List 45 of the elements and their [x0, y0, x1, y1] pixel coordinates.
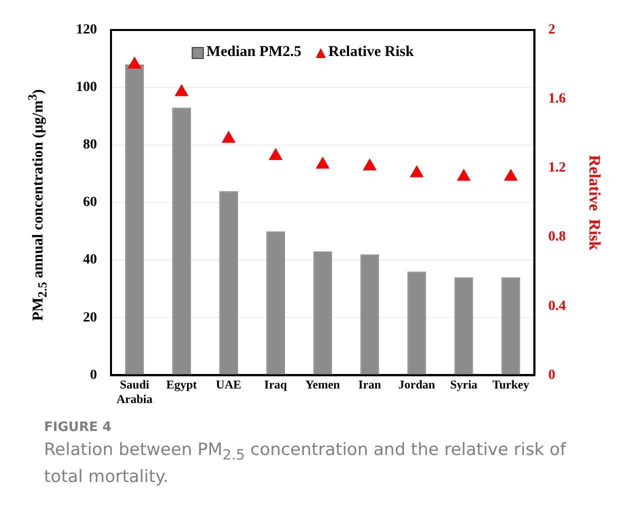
x-tick-label: Jordan	[398, 377, 436, 392]
y-tick-label: 120	[76, 22, 97, 38]
y-tick-label: 80	[83, 138, 97, 153]
x-tick-label: Egypt	[166, 377, 197, 392]
legend-label: Relative Risk	[328, 44, 414, 61]
bar	[407, 272, 426, 375]
bar	[501, 277, 520, 375]
y2-tick-label: 0	[548, 368, 556, 383]
y2-axis-title: Relative Risk	[585, 155, 602, 250]
point	[174, 84, 188, 96]
x-tick-label: Saudi Arabia	[116, 377, 153, 406]
x-tick-label: Turkey	[492, 377, 530, 392]
bar	[172, 108, 191, 375]
y2-tick-label: 0.4	[548, 298, 566, 314]
x-tick-label: UAE	[216, 377, 242, 392]
point	[316, 157, 330, 169]
x-tick-label: Iran	[358, 377, 382, 392]
y2-tick-label: 2	[548, 22, 556, 38]
bar	[266, 231, 286, 375]
y2-tick-label: 1.6	[548, 92, 566, 107]
x-tick-label: Yemen	[305, 377, 340, 392]
x-tick-label: Syria	[450, 377, 478, 392]
point	[410, 166, 424, 178]
point	[504, 169, 518, 181]
point	[128, 57, 142, 69]
legend-label: Median PM2.5	[206, 44, 302, 61]
y-tick-label: 20	[83, 310, 97, 326]
bar	[125, 64, 144, 375]
bar	[454, 277, 474, 375]
point	[222, 131, 236, 143]
bar	[313, 252, 332, 375]
y-tick-label: 40	[83, 252, 97, 268]
y-tick-label: 100	[76, 80, 97, 96]
y2-tick-label: 1.2	[548, 160, 566, 176]
point	[457, 169, 470, 181]
y2-tick-label: 0.8	[548, 230, 566, 245]
y-tick-label: 0	[90, 368, 97, 383]
text: Relation between PM$_{2.5}$ concentration and the relative risk of total mortality.	[44, 440, 566, 487]
point	[269, 148, 282, 160]
point	[363, 158, 376, 170]
bar	[360, 254, 380, 375]
caption: FIGURE 4	[44, 420, 112, 435]
y-tick-label: 60	[83, 195, 97, 210]
bar	[219, 191, 238, 375]
x-tick-label: Iraq	[264, 377, 288, 392]
